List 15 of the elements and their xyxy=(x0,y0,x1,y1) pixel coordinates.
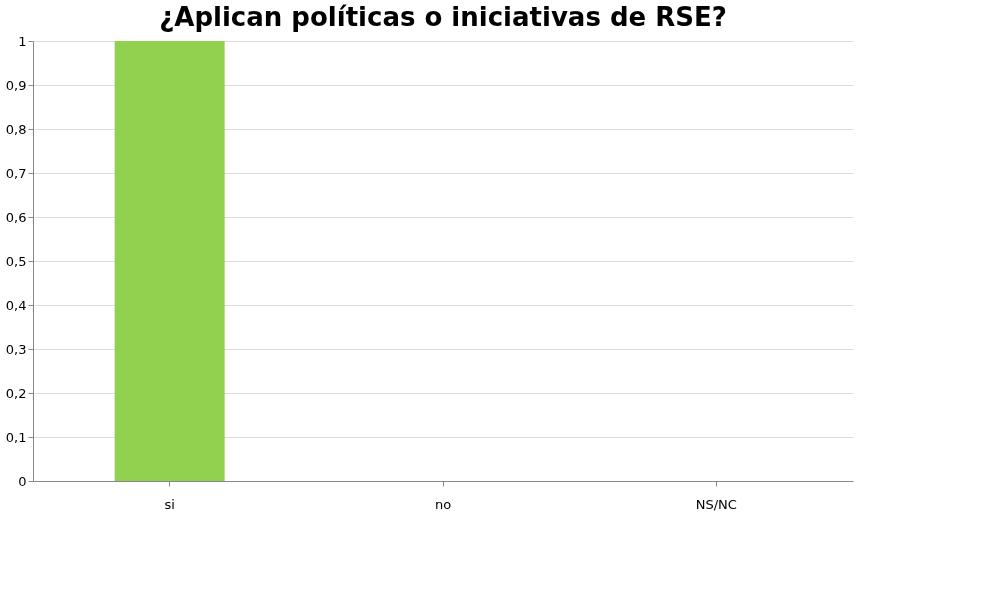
y-tick-label: 0,8 xyxy=(5,121,27,137)
y-tick-label: 0,9 xyxy=(5,77,27,93)
x-tick-label: no xyxy=(434,496,452,512)
y-tick-label: 0,4 xyxy=(5,297,27,313)
y-tick-label: 0,6 xyxy=(5,209,27,225)
y-tick-label: 0 xyxy=(18,473,27,489)
y-tick-label: 0,5 xyxy=(5,253,27,269)
y-tick-label: 0,1 xyxy=(5,429,27,445)
y-tick-label: 1 xyxy=(18,33,27,49)
x-tick-label: si xyxy=(164,496,175,512)
y-tick-label: 0,3 xyxy=(5,341,27,357)
x-tick-label: NS/NC xyxy=(695,496,737,512)
chart-title: ¿Aplican políticas o iniciativas de RSE? xyxy=(159,2,727,32)
y-tick-label: 0,7 xyxy=(5,165,27,181)
y-tick-label: 0,2 xyxy=(5,385,27,401)
